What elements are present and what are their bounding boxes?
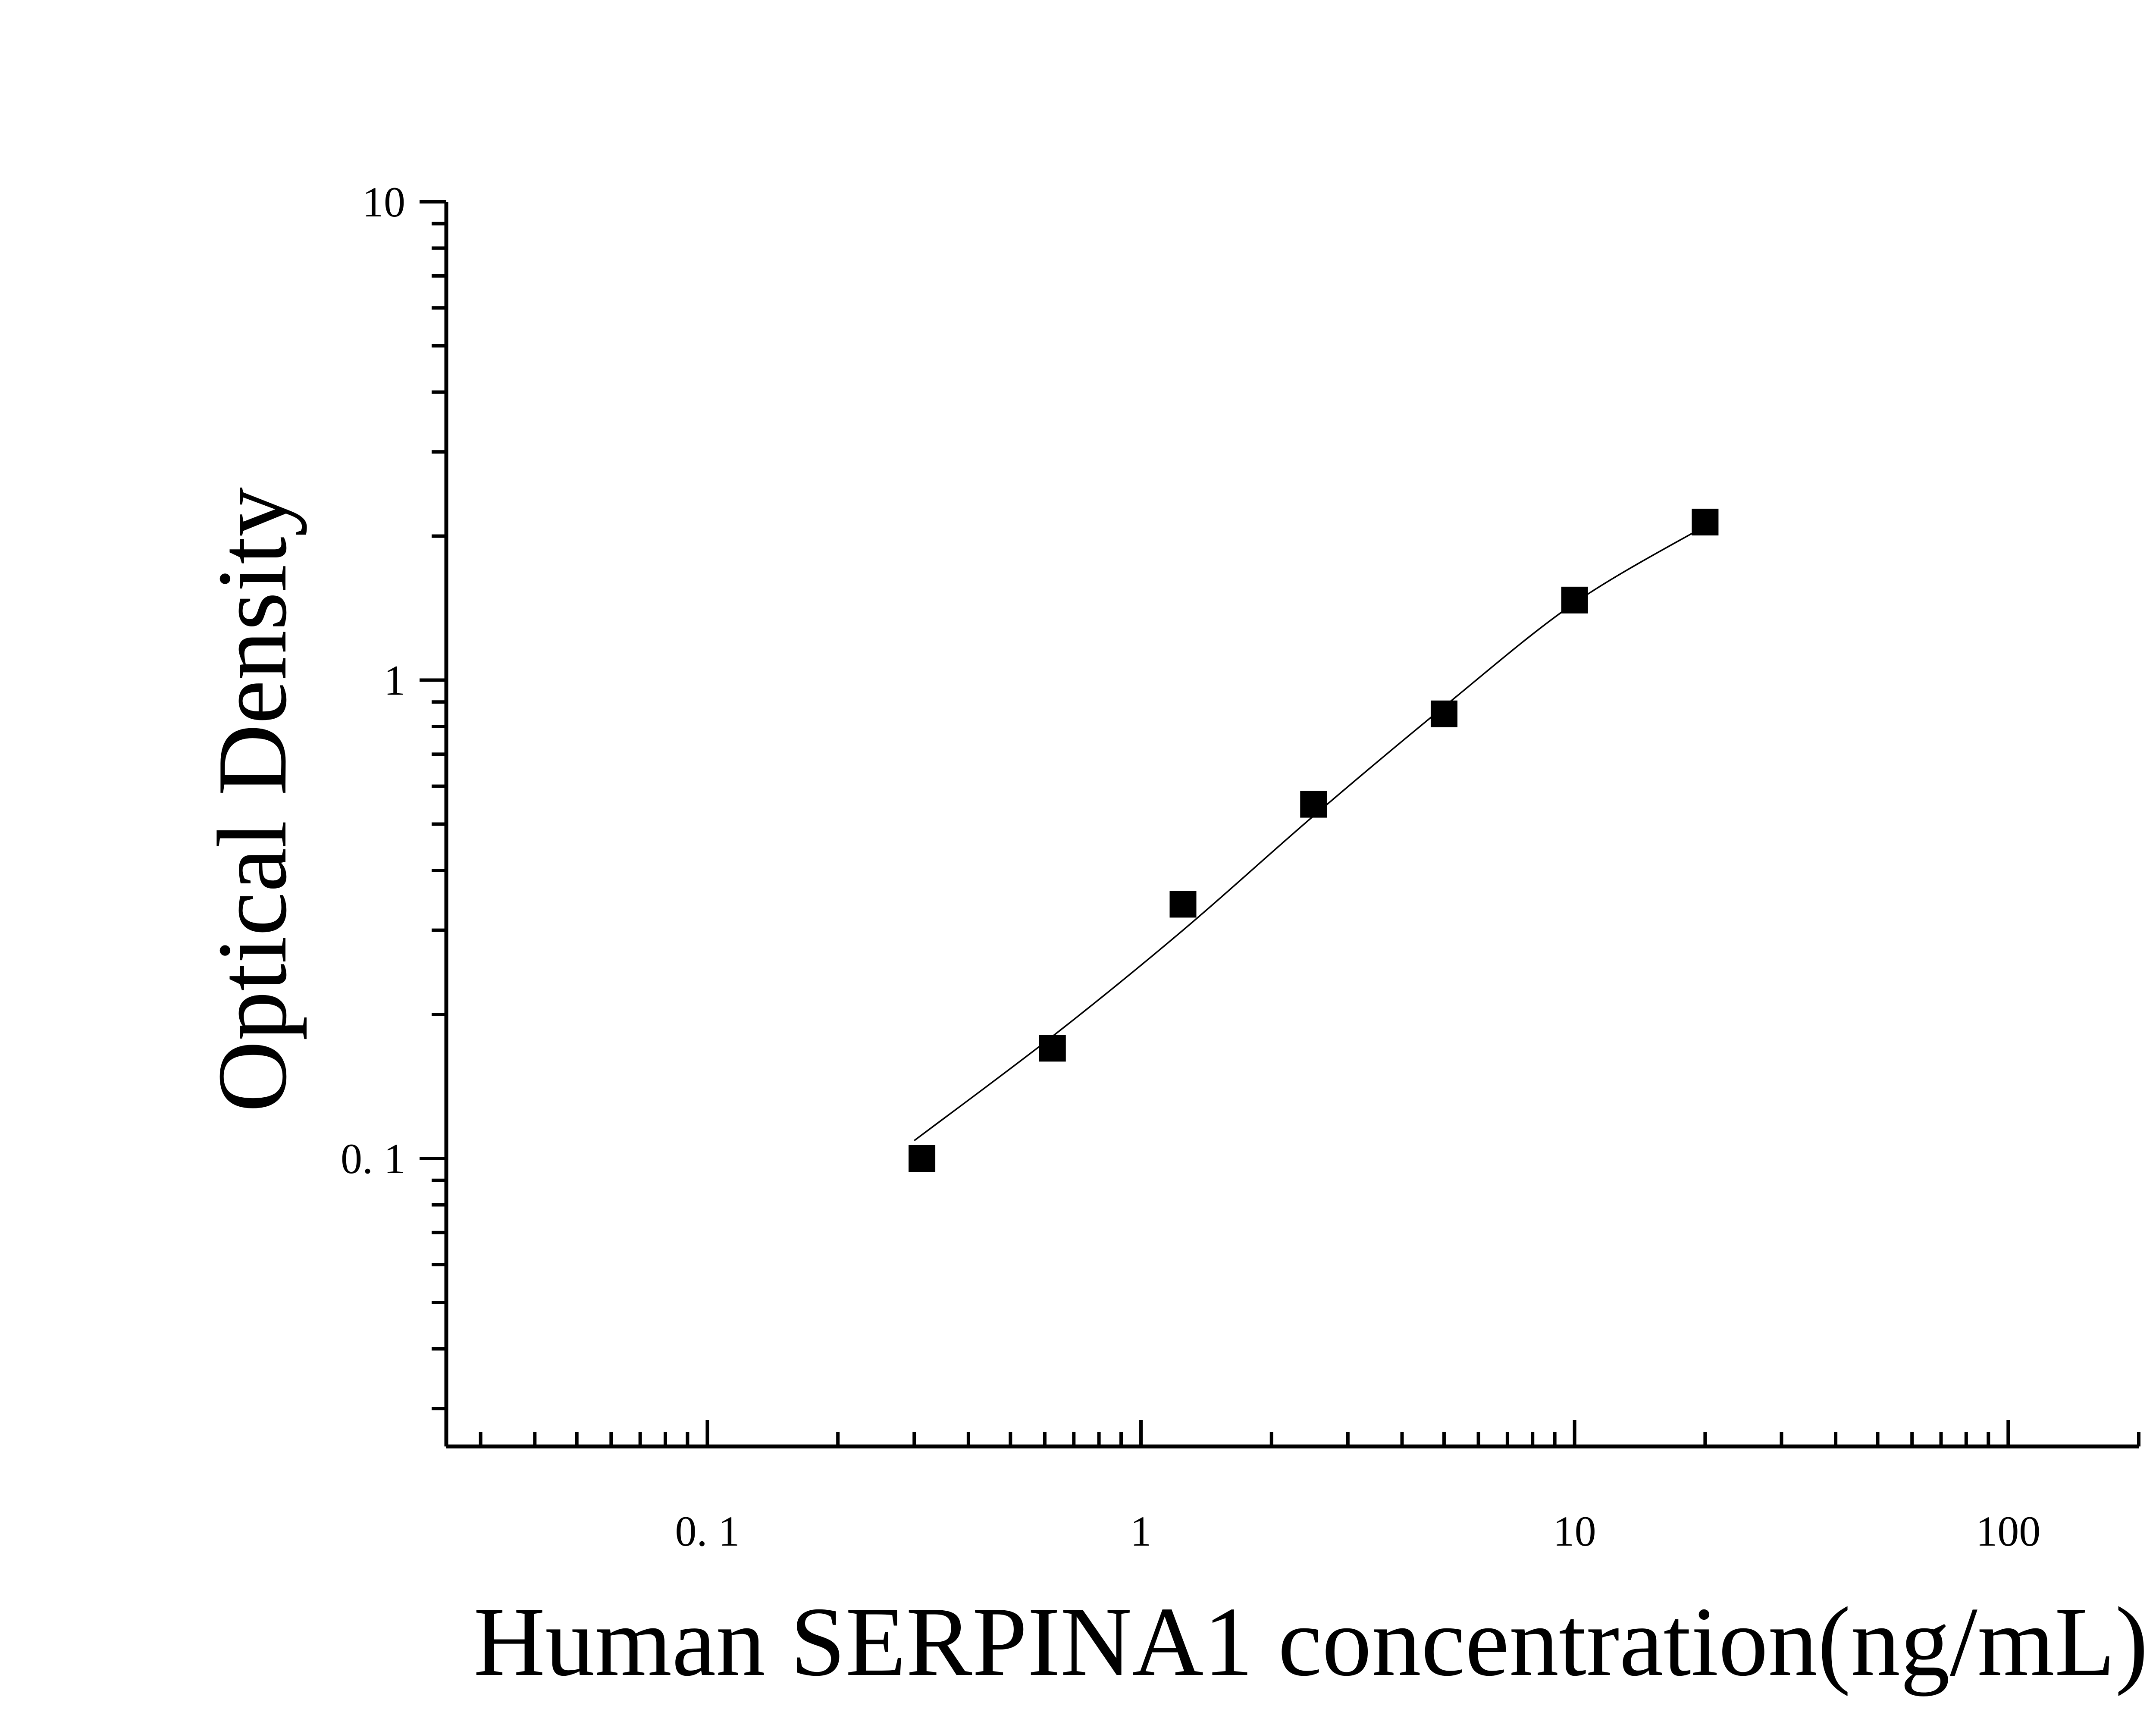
x-tick-labels: 0. 1 1 10 100 xyxy=(675,1507,2040,1555)
data-point xyxy=(1169,891,1197,918)
axes xyxy=(444,202,2139,1449)
x-tick-label: 100 xyxy=(1976,1507,2040,1555)
y-ticks xyxy=(420,200,446,1411)
x-tick-label: 1 xyxy=(1130,1507,1152,1555)
data-point xyxy=(1692,508,1719,535)
x-ticks xyxy=(479,1420,2140,1446)
data-point xyxy=(909,1145,936,1172)
data-point xyxy=(1561,586,1588,614)
y-tick-labels: 0. 1 1 10 xyxy=(341,178,405,1183)
data-point xyxy=(1430,700,1457,727)
data-point xyxy=(1039,1035,1066,1062)
y-axis-title: Optical Density xyxy=(197,487,307,1112)
data-markers xyxy=(909,508,1719,1172)
y-tick-label: 10 xyxy=(362,178,405,226)
x-axis-title: Human SERPINA1 concentration(ng/mL) xyxy=(473,1587,2148,1697)
x-tick-label: 10 xyxy=(1553,1507,1596,1555)
y-tick-label: 0. 1 xyxy=(341,1135,405,1183)
x-tick-label: 0. 1 xyxy=(675,1507,740,1555)
fit-curve xyxy=(914,525,1706,1141)
data-point xyxy=(1300,791,1327,818)
y-tick-label: 1 xyxy=(384,657,405,704)
